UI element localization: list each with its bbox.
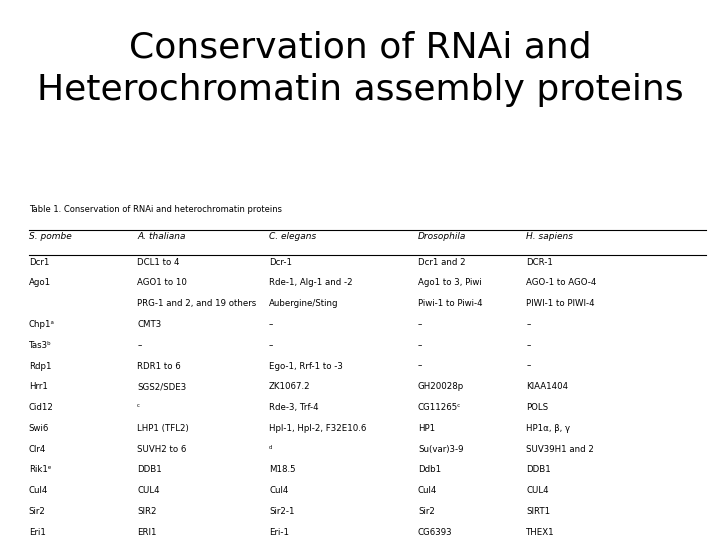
Text: Swi6: Swi6 — [29, 424, 49, 433]
Text: C. elegans: C. elegans — [269, 232, 316, 241]
Text: Aubergine/Sting: Aubergine/Sting — [269, 299, 338, 308]
Text: Dcr1: Dcr1 — [29, 258, 49, 267]
Text: Hpl-1, Hpl-2, F32E10.6: Hpl-1, Hpl-2, F32E10.6 — [269, 424, 366, 433]
Text: SIRT1: SIRT1 — [526, 507, 550, 516]
Text: SUVH2 to 6: SUVH2 to 6 — [137, 444, 186, 454]
Text: Cul4: Cul4 — [418, 486, 437, 495]
Text: THEX1: THEX1 — [526, 528, 555, 537]
Text: ᶜ: ᶜ — [137, 403, 140, 412]
Text: DDB1: DDB1 — [526, 465, 551, 474]
Text: Rik1ᵉ: Rik1ᵉ — [29, 465, 51, 474]
Text: CG11265ᶜ: CG11265ᶜ — [418, 403, 462, 412]
Text: Sir2: Sir2 — [418, 507, 435, 516]
Text: RDR1 to 6: RDR1 to 6 — [137, 361, 181, 370]
Text: GH20028p: GH20028p — [418, 382, 464, 392]
Text: Rdp1: Rdp1 — [29, 361, 51, 370]
Text: M18.5: M18.5 — [269, 465, 296, 474]
Text: DCL1 to 4: DCL1 to 4 — [137, 258, 179, 267]
Text: Hrr1: Hrr1 — [29, 382, 48, 392]
Text: PIWI-1 to PIWI-4: PIWI-1 to PIWI-4 — [526, 299, 595, 308]
Text: CUL4: CUL4 — [137, 486, 160, 495]
Text: –: – — [526, 320, 531, 329]
Text: SIR2: SIR2 — [137, 507, 156, 516]
Text: Clr4: Clr4 — [29, 444, 46, 454]
Text: LHP1 (TFL2): LHP1 (TFL2) — [137, 424, 189, 433]
Text: Cid12: Cid12 — [29, 403, 54, 412]
Text: Cul4: Cul4 — [269, 486, 289, 495]
Text: Ago1: Ago1 — [29, 279, 51, 287]
Text: POLS: POLS — [526, 403, 549, 412]
Text: HP1α, β, γ: HP1α, β, γ — [526, 424, 570, 433]
Text: Conservation of RNAi and
Heterochromatin assembly proteins: Conservation of RNAi and Heterochromatin… — [37, 31, 683, 107]
Text: Ago1 to 3, Piwi: Ago1 to 3, Piwi — [418, 279, 482, 287]
Text: –: – — [526, 341, 531, 350]
Text: CMT3: CMT3 — [137, 320, 161, 329]
Text: Chp1ᵃ: Chp1ᵃ — [29, 320, 55, 329]
Text: –: – — [526, 361, 531, 370]
Text: –: – — [418, 320, 423, 329]
Text: KIAA1404: KIAA1404 — [526, 382, 568, 392]
Text: AGO1 to 10: AGO1 to 10 — [137, 279, 187, 287]
Text: DDB1: DDB1 — [137, 465, 162, 474]
Text: Eri1: Eri1 — [29, 528, 45, 537]
Text: PRG-1 and 2, and 19 others: PRG-1 and 2, and 19 others — [137, 299, 256, 308]
Text: Ddb1: Ddb1 — [418, 465, 441, 474]
Text: Ego-1, Rrf-1 to -3: Ego-1, Rrf-1 to -3 — [269, 361, 343, 370]
Text: ZK1067.2: ZK1067.2 — [269, 382, 311, 392]
Text: Rde-3, Trf-4: Rde-3, Trf-4 — [269, 403, 319, 412]
Text: –: – — [269, 320, 274, 329]
Text: Tas3ᵇ: Tas3ᵇ — [29, 341, 52, 350]
Text: Table 1. Conservation of RNAi and heterochromatin proteins: Table 1. Conservation of RNAi and hetero… — [29, 205, 282, 214]
Text: Sir2-1: Sir2-1 — [269, 507, 294, 516]
Text: Piwi-1 to Piwi-4: Piwi-1 to Piwi-4 — [418, 299, 482, 308]
Text: Eri-1: Eri-1 — [269, 528, 289, 537]
Text: –: – — [137, 341, 141, 350]
Text: ᵈ: ᵈ — [269, 444, 272, 454]
Text: Su(var)3-9: Su(var)3-9 — [418, 444, 464, 454]
Text: DCR-1: DCR-1 — [526, 258, 553, 267]
Text: –: – — [418, 341, 423, 350]
Text: –: – — [418, 361, 423, 370]
Text: A. thaliana: A. thaliana — [137, 232, 186, 241]
Text: Sir2: Sir2 — [29, 507, 45, 516]
Text: Rde-1, Alg-1 and -2: Rde-1, Alg-1 and -2 — [269, 279, 353, 287]
Text: H. sapiens: H. sapiens — [526, 232, 573, 241]
Text: S. pombe: S. pombe — [29, 232, 71, 241]
Text: HP1: HP1 — [418, 424, 435, 433]
Text: Cul4: Cul4 — [29, 486, 48, 495]
Text: CG6393: CG6393 — [418, 528, 453, 537]
Text: –: – — [269, 341, 274, 350]
Text: Dcr1 and 2: Dcr1 and 2 — [418, 258, 466, 267]
Text: AGO-1 to AGO-4: AGO-1 to AGO-4 — [526, 279, 597, 287]
Text: SGS2/SDE3: SGS2/SDE3 — [137, 382, 186, 392]
Text: SUV39H1 and 2: SUV39H1 and 2 — [526, 444, 594, 454]
Text: Drosophila: Drosophila — [418, 232, 467, 241]
Text: CUL4: CUL4 — [526, 486, 549, 495]
Text: Dcr-1: Dcr-1 — [269, 258, 292, 267]
Text: ERI1: ERI1 — [137, 528, 156, 537]
